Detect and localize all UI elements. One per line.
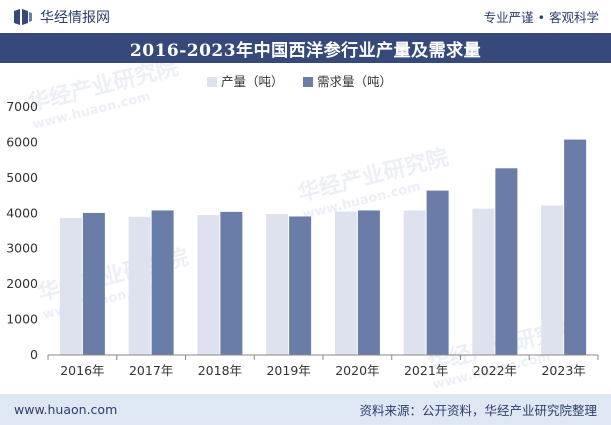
legend-swatch-production — [207, 77, 217, 87]
y-tick-label: 7000 — [6, 99, 38, 114]
x-tick-label: 2022年 — [473, 363, 517, 378]
slogan: 专业严谨 • 客观科学 — [483, 10, 599, 25]
chart-title: 2016-2023年中国西洋参行业产量及需求量 — [129, 40, 482, 61]
bar-demand — [564, 139, 587, 355]
brand[interactable]: 华经情报网 — [14, 7, 110, 27]
y-tick-label: 1000 — [6, 312, 38, 327]
header: 华经情报网 专业严谨 • 客观科学 — [0, 0, 611, 33]
brand-name: 华经情报网 — [40, 9, 110, 26]
y-tick-label: 6000 — [6, 134, 38, 149]
footer: www.huaon.com 资料来源：公开资料，华经产业研究院整理 — [0, 394, 611, 425]
bar-production — [128, 216, 151, 355]
bar-production — [266, 213, 289, 355]
x-tick-label: 2021年 — [404, 363, 448, 378]
bar-production — [472, 208, 495, 355]
y-tick-label: 2000 — [6, 276, 38, 291]
legend-label-demand: 需求量（吨） — [317, 74, 392, 89]
bar-production — [197, 215, 220, 355]
bar-production — [334, 211, 357, 355]
bars — [59, 139, 587, 355]
huajing-logo-icon — [14, 8, 32, 25]
x-axis: 2016年 2017年 2018年 2019年 2020年 2021年 2022年 2023年 — [47, 354, 599, 378]
bar-production — [403, 210, 426, 355]
legend-swatch-demand — [303, 77, 313, 87]
x-tick-label: 2019年 — [266, 363, 310, 378]
bar-demand — [151, 210, 174, 355]
y-tick-label: 5000 — [6, 170, 38, 185]
bar-demand — [495, 168, 518, 355]
x-tick-label: 2023年 — [541, 363, 585, 378]
x-tick-label: 2016年 — [60, 363, 104, 378]
y-axis: 0 1000 2000 3000 4000 5000 6000 7000 — [6, 99, 38, 362]
y-tick-label: 3000 — [6, 241, 38, 256]
chart-title-bar: 2016-2023年中国西洋参行业产量及需求量 — [0, 33, 611, 63]
footer-source: 资料来源：公开资料，华经产业研究院整理 — [359, 403, 597, 418]
bar-production — [541, 205, 564, 355]
y-tick-label: 0 — [30, 347, 38, 362]
legend: 产量（吨） 需求量（吨） — [207, 74, 392, 89]
bar-demand — [82, 212, 105, 355]
bar-chart: 华经产业研究院 www.huaon.com 华经产业研究院 www.huaon.… — [6, 63, 599, 393]
legend-label-production: 产量（吨） — [221, 74, 284, 89]
x-tick-label: 2017年 — [129, 363, 173, 378]
bar-demand — [426, 190, 449, 355]
x-tick-label: 2020年 — [335, 363, 379, 378]
bar-demand — [357, 210, 380, 355]
bar-demand — [289, 216, 312, 355]
footer-website[interactable]: www.huaon.com — [14, 402, 118, 417]
y-tick-label: 4000 — [6, 205, 38, 220]
bar-demand — [220, 211, 243, 355]
x-tick-label: 2018年 — [198, 363, 242, 378]
bar-production — [59, 217, 82, 355]
